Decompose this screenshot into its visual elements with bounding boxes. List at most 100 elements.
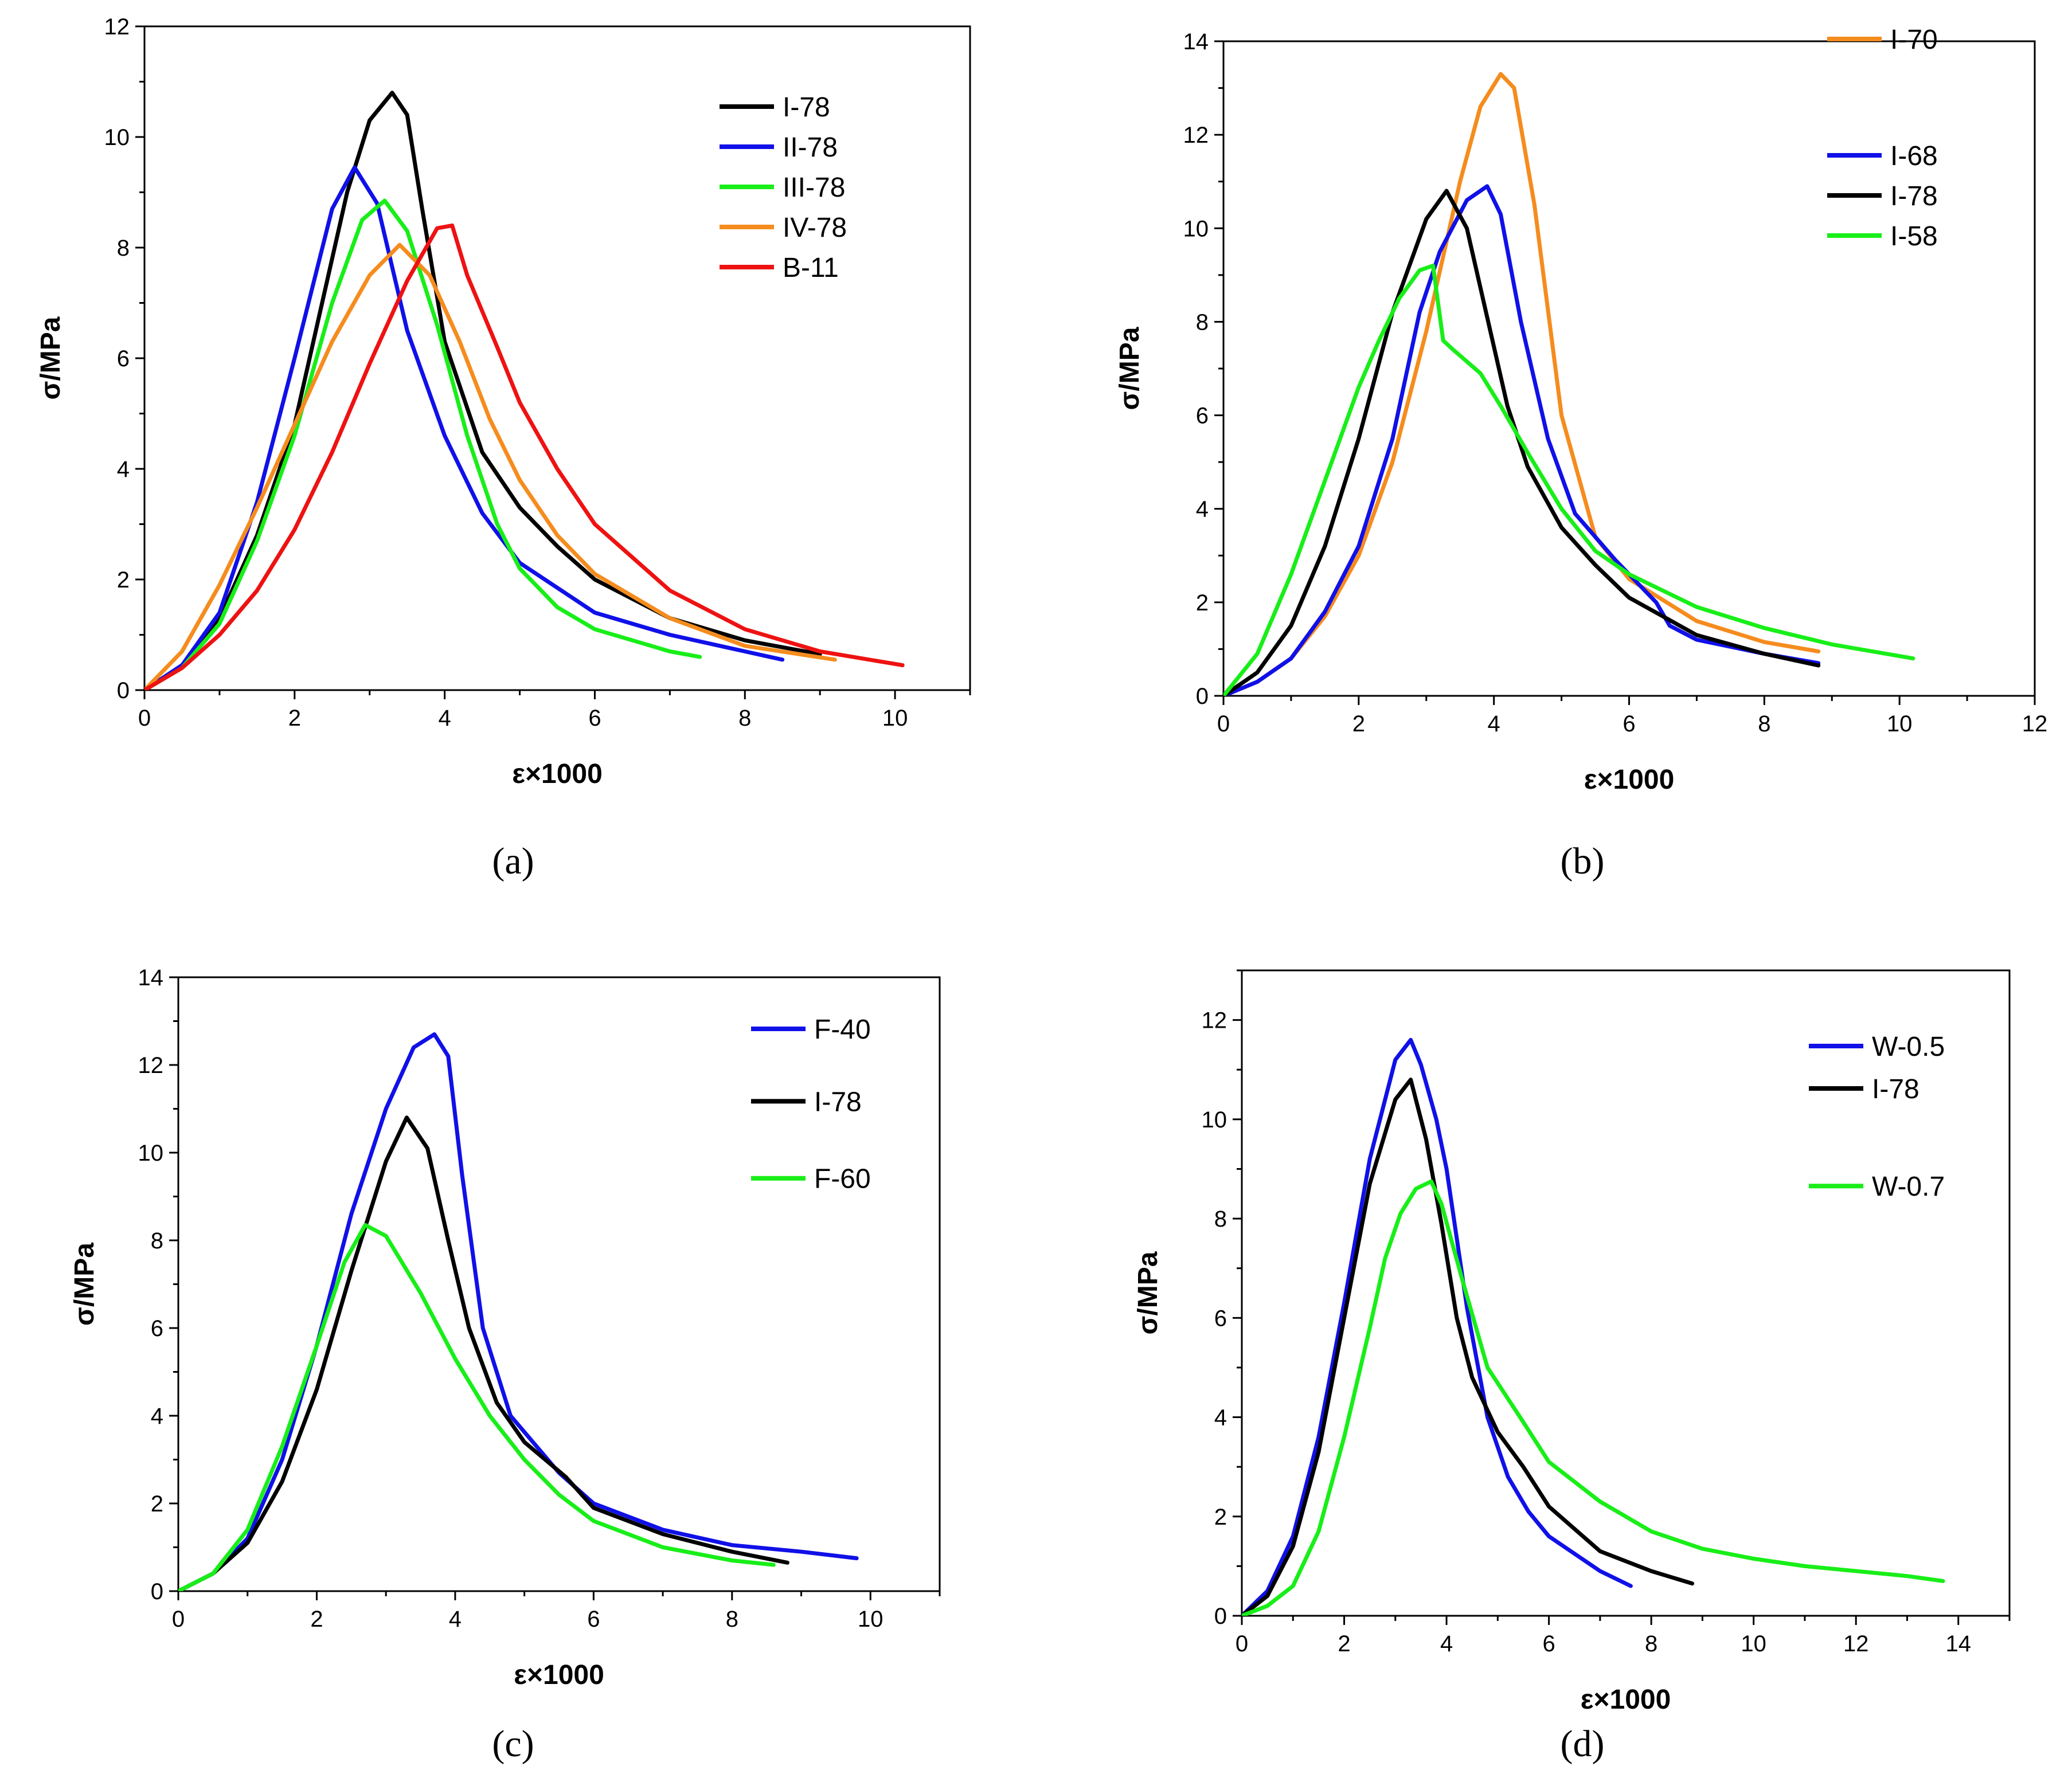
x-tick-label: 0 [172, 1607, 185, 1632]
series-line-i-78 [178, 1115, 789, 1591]
legend-label: B-11 [783, 253, 839, 283]
y-tick-label: 14 [1183, 29, 1209, 54]
caption-b: (b) [1560, 840, 1605, 882]
series-line-i-78 [1223, 189, 1821, 696]
y-tick-label: 10 [138, 1141, 164, 1166]
series-line-ii-78 [144, 165, 785, 690]
x-tick-label: 2 [310, 1607, 323, 1632]
caption-a: (a) [492, 840, 534, 882]
x-tick-label: 10 [858, 1607, 883, 1632]
y-tick-label: 2 [1196, 590, 1209, 616]
x-axis-title: ε×1000 [1584, 765, 1675, 795]
x-tick-label: 12 [2022, 711, 2048, 737]
plot-frame [177, 976, 941, 1592]
x-tick-label: 6 [587, 1607, 600, 1632]
x-tick-label: 0 [1236, 1631, 1248, 1656]
legend-label: W-0.7 [1872, 1172, 1945, 1202]
y-tick-label: 10 [104, 125, 130, 150]
y-tick-label: 10 [1202, 1107, 1227, 1133]
x-tick-label: 4 [1488, 711, 1500, 737]
x-tick-label: 2 [1338, 1631, 1350, 1656]
x-tick-label: 4 [1440, 1631, 1453, 1656]
y-tick-label: 4 [1214, 1405, 1227, 1431]
x-tick-label: 0 [138, 706, 151, 731]
legend-label: III-78 [783, 173, 845, 203]
series-line-i-58 [1223, 264, 1915, 696]
legend-label: IV-78 [783, 213, 847, 243]
y-tick-label: 8 [151, 1228, 163, 1254]
y-tick-label: 6 [151, 1316, 163, 1341]
series-line-i-78 [144, 91, 822, 690]
plot-frame [143, 25, 971, 691]
series-line-f-60 [178, 1223, 776, 1591]
legend-label: I-70 [1890, 25, 1938, 55]
y-tick-label: 8 [117, 236, 130, 261]
x-tick-label: 14 [1945, 1631, 1971, 1656]
chart-panel-c: 0 2 4 6 8 10 0 2 4 6 8 10 12 14 ε×1000 σ/MPa F-40 I-78 F-6… [69, 965, 941, 1690]
y-tick-label: 6 [1196, 404, 1209, 429]
legend-label: I-58 [1890, 221, 1938, 252]
y-axis-title: σ/MPa [1115, 327, 1145, 410]
y-tick-label: 0 [151, 1579, 163, 1604]
y-tick-label: 12 [1202, 1008, 1227, 1033]
legend-label: I-68 [1890, 141, 1938, 171]
caption-d: (d) [1560, 1723, 1605, 1765]
y-tick-label: 10 [1183, 216, 1209, 241]
x-tick-label: 6 [588, 706, 601, 731]
legend-label: F-60 [814, 1164, 871, 1194]
x-tick-label: 8 [726, 1607, 738, 1632]
x-tick-label: 12 [1843, 1631, 1869, 1656]
legend-label: F-40 [814, 1015, 871, 1045]
y-tick-label: 4 [1196, 497, 1209, 522]
y-tick-label: 12 [1183, 123, 1209, 148]
y-tick-label: 12 [138, 1053, 164, 1078]
x-tick-label: 10 [1887, 711, 1913, 737]
y-tick-label: 8 [1196, 310, 1209, 335]
legend-label: I-78 [1890, 181, 1938, 212]
chart-panel-a: 0 2 4 6 8 10 0 2 4 6 8 10 12 ε×1000 σ/MPa I-78 II-78 III-… [36, 14, 971, 789]
y-tick-label: 12 [104, 14, 130, 40]
legend-label: I-78 [814, 1087, 862, 1117]
plot-frame [1241, 969, 2011, 1617]
series-line-f-40 [178, 1032, 859, 1591]
x-tick-label: 6 [1623, 711, 1635, 737]
chart-panel-d: 0 2 4 6 8 10 12 14 0 2 4 6 8 10 12 ε×1000 σ/MPa W-0.5 I-78… [1133, 969, 2011, 1715]
y-axis-title: σ/MPa [1133, 1251, 1163, 1334]
y-tick-label: 6 [1214, 1306, 1227, 1331]
x-axis-title: ε×1000 [512, 759, 603, 789]
series-line-i-68 [1223, 184, 1821, 696]
x-tick-label: 8 [1645, 1631, 1657, 1656]
series-line-iii-78 [144, 198, 702, 690]
x-tick-label: 6 [1542, 1631, 1555, 1656]
series-line-w-0-5 [1242, 1037, 1633, 1616]
y-tick-label: 2 [1214, 1505, 1227, 1530]
y-tick-label: 6 [117, 346, 130, 371]
series-line-w-0-7 [1242, 1179, 1945, 1616]
y-tick-label: 4 [117, 457, 130, 482]
y-tick-label: 0 [1214, 1604, 1227, 1629]
y-axis-title: σ/MPa [69, 1243, 100, 1326]
x-tick-label: 4 [439, 706, 451, 731]
series-line-iv-78 [144, 242, 837, 690]
legend-label: I-78 [783, 92, 830, 123]
y-tick-label: 2 [151, 1491, 163, 1517]
legend-label: W-0.5 [1872, 1032, 1945, 1062]
series-line-b-11 [144, 223, 905, 690]
x-tick-label: 8 [738, 706, 751, 731]
x-axis-title: ε×1000 [514, 1660, 604, 1690]
y-tick-label: 4 [151, 1404, 163, 1429]
caption-c: (c) [492, 1723, 534, 1765]
y-tick-label: 8 [1214, 1207, 1227, 1232]
y-tick-label: 2 [117, 567, 130, 593]
series-line-i-70 [1223, 72, 1821, 696]
x-axis-title: ε×1000 [1581, 1685, 1671, 1715]
x-tick-label: 2 [1352, 711, 1365, 737]
legend-label: II-78 [783, 132, 838, 163]
x-tick-label: 10 [1741, 1631, 1766, 1656]
x-tick-label: 4 [449, 1607, 462, 1632]
series-line-i-78 [1242, 1078, 1694, 1616]
y-axis-title: σ/MPa [36, 316, 66, 400]
legend-label: I-78 [1872, 1074, 1919, 1105]
chart-panel-b: 0 2 4 6 8 10 12 0 2 4 6 8 10 12 14 ε×1000 σ/MPa I-70 I-68 I… [1115, 25, 2048, 795]
